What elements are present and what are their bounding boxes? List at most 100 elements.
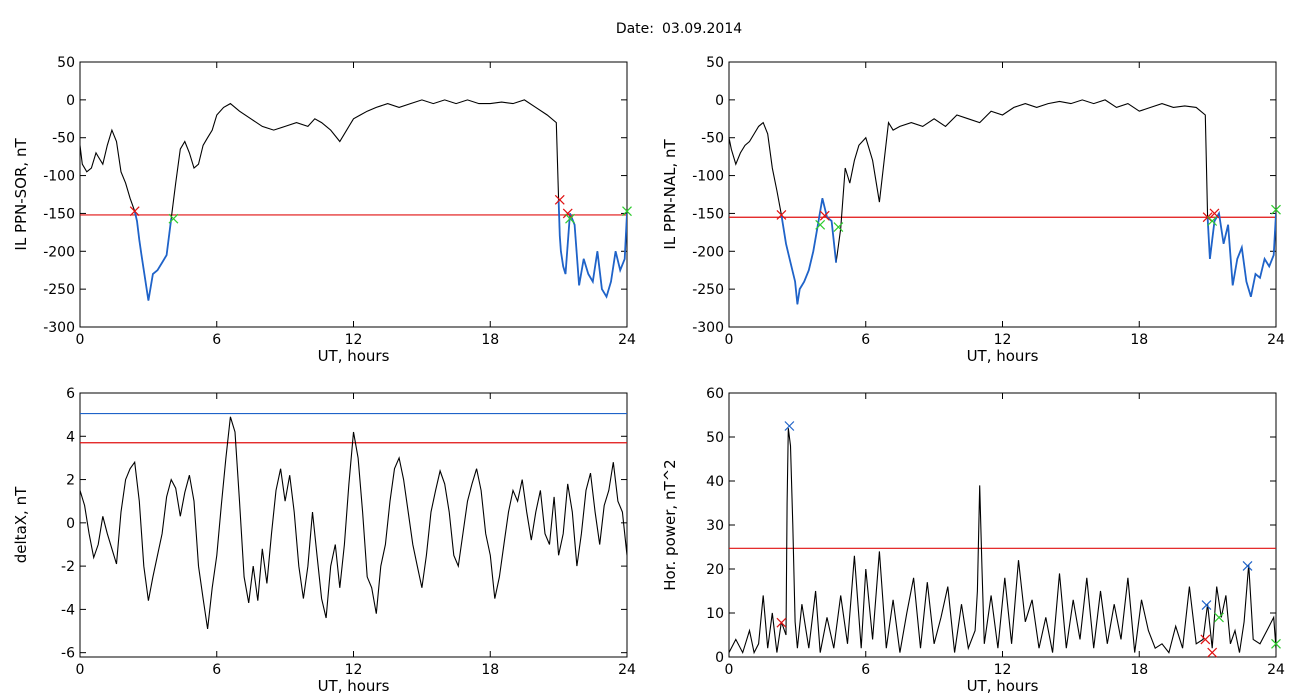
x-tick-label: 24 (1267, 332, 1285, 348)
x-axis-label: UT, hours (967, 677, 1039, 695)
x-tick-label: 0 (76, 662, 85, 678)
y-tick-label: -100 (43, 169, 75, 185)
y-tick-label: -200 (692, 244, 724, 260)
panel-il-ppn-sor: 0 6 12 18 24 50 0 -50 -100 -150 -200 -250 -300 UT, ho… (12, 55, 636, 365)
marker-green (622, 206, 632, 217)
x-tick-label: 24 (618, 662, 636, 678)
plot-area (729, 99, 1276, 305)
y-tick-label: 20 (706, 562, 724, 578)
marker-red (1209, 208, 1220, 219)
marker-red (776, 617, 787, 628)
highlighted-segment (1206, 210, 1276, 297)
x-tick-label: 24 (1267, 662, 1285, 678)
y-axis-label: IL PPN-NAL, nT (661, 139, 679, 250)
marker-blue (1201, 600, 1212, 611)
plot-area (80, 99, 627, 301)
y-tick-label: 0 (66, 93, 75, 109)
marker-green (565, 213, 575, 224)
x-tick-label: 0 (76, 332, 85, 348)
x-tick-label: 6 (861, 662, 870, 678)
marker-stroke (168, 213, 179, 224)
y-tick-label: 0 (66, 516, 75, 532)
marker-red (1200, 634, 1211, 645)
marker-red (129, 206, 140, 217)
panel-deltax: 0 6 12 18 24 6 4 2 0 -2 -4 -6 UT, hours deltaX, nT (12, 386, 636, 695)
x-tick-label: 12 (994, 332, 1012, 348)
date-value: 03.09.2014 (662, 21, 742, 37)
x-axis-label: UT, hours (318, 347, 390, 365)
y-tick-label: 50 (57, 55, 75, 71)
y-tick-label: -250 (43, 282, 75, 298)
plot-area (729, 428, 1276, 655)
y-tick-label: 0 (715, 93, 724, 109)
x-tick-label: 12 (345, 332, 363, 348)
marker-red (819, 210, 830, 221)
y-tick-label: -6 (61, 646, 75, 662)
marker-stroke (1207, 647, 1218, 658)
y-tick-label: -150 (43, 206, 75, 222)
x-axis-label: UT, hours (967, 347, 1039, 365)
marker-stroke (554, 194, 565, 205)
marker-red (554, 194, 565, 205)
x-tick-label: 18 (1130, 662, 1148, 678)
marker-stroke (1200, 634, 1211, 645)
marker-stroke (776, 617, 787, 628)
x-tick-label: 6 (212, 662, 221, 678)
highlighted-segment (133, 210, 173, 301)
y-tick-label: -4 (61, 602, 75, 618)
y-tick-label: -250 (692, 282, 724, 298)
marker-stroke (833, 222, 844, 232)
y-tick-label: 50 (706, 430, 724, 446)
x-tick-label: 0 (725, 662, 734, 678)
y-axis-label: deltaX, nT (12, 486, 30, 563)
y-tick-label: -200 (43, 244, 75, 260)
x-tick-label: 12 (994, 662, 1012, 678)
series-line (80, 99, 627, 301)
marker-stroke (776, 210, 787, 220)
x-tick-label: 12 (345, 662, 363, 678)
marker-blue (1242, 560, 1253, 571)
marker-stroke (1271, 638, 1281, 649)
y-tick-label: 60 (706, 386, 724, 402)
y-tick-label: -150 (692, 206, 724, 222)
marker-green (1207, 216, 1218, 226)
x-tick-label: 18 (481, 332, 499, 348)
marker-stroke (129, 206, 140, 217)
marker-red (776, 210, 787, 220)
marker-stroke (784, 421, 795, 431)
x-tick-label: 18 (481, 662, 499, 678)
y-tick-label: 50 (706, 55, 724, 71)
marker-stroke (562, 208, 573, 219)
y-axis-label: IL PPN-SOR, nT (12, 138, 30, 251)
y-tick-label: 0 (715, 650, 724, 666)
y-tick-label: 40 (706, 474, 724, 490)
x-tick-label: 0 (725, 332, 734, 348)
plot-frame (79, 61, 628, 328)
marker-stroke (819, 210, 830, 221)
date-label: Date: (616, 21, 654, 37)
highlighted-segment (780, 198, 837, 305)
series-line (80, 416, 627, 629)
marker-blue (784, 421, 795, 431)
plot-area (80, 412, 627, 629)
panel-hor-power: 0 6 12 18 24 0 10 20 30 40 50 60 UT, hours Hor. power… (661, 386, 1285, 695)
marker-stroke (1207, 216, 1218, 226)
x-tick-label: 6 (861, 332, 870, 348)
marker-red (562, 208, 573, 219)
marker-stroke (1201, 600, 1212, 611)
marker-green (1271, 638, 1281, 649)
y-tick-label: 2 (66, 473, 75, 489)
marker-green (1271, 204, 1281, 215)
highlighted-segment (557, 199, 627, 299)
y-tick-label: -50 (701, 131, 724, 147)
x-tick-label: 6 (212, 332, 221, 348)
y-tick-label: 4 (66, 429, 75, 445)
y-tick-label: -50 (52, 131, 75, 147)
marker-green (1214, 612, 1224, 623)
marker-green (168, 213, 179, 224)
marker-stroke (815, 219, 826, 230)
y-tick-label: 10 (706, 606, 724, 622)
marker-red (1207, 647, 1218, 658)
marker-stroke (1214, 612, 1224, 623)
